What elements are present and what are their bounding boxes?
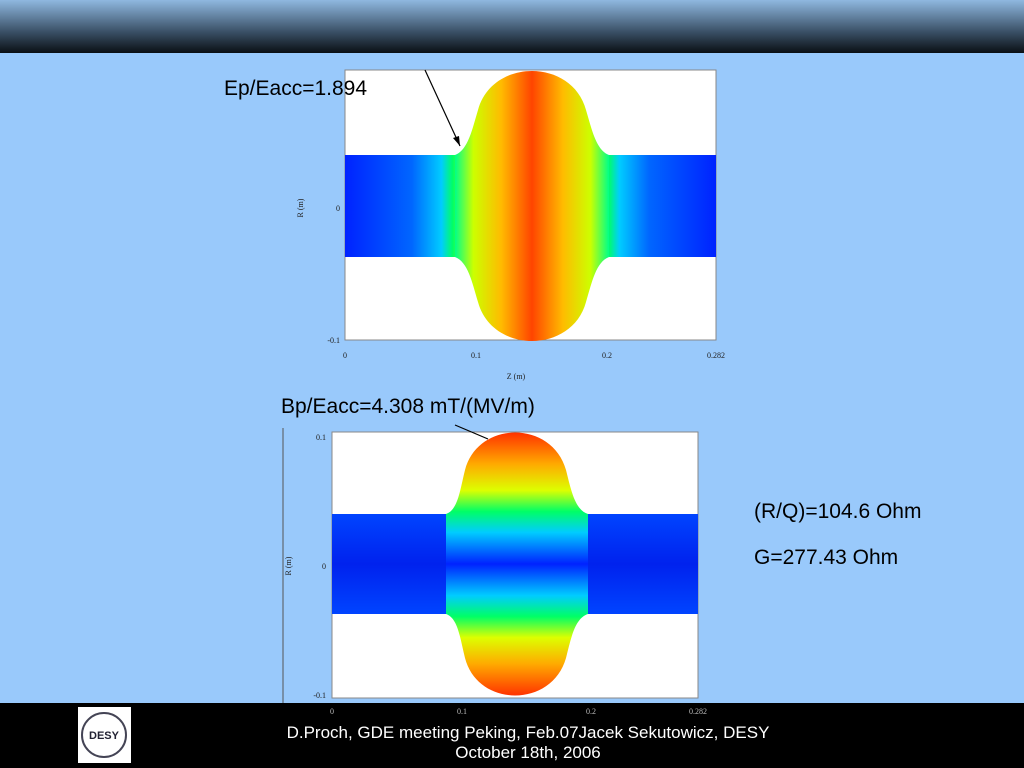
x-tick-label: 0	[330, 707, 334, 716]
arrow	[424, 69, 461, 147]
x-tick-label: 0.282	[707, 351, 725, 360]
y-tick-label: -0.1	[327, 336, 340, 345]
annotation: (R/Q)=104.6 Ohm	[754, 500, 921, 523]
footer-text: D.Proch, GDE meeting Peking, Feb.07Jacek…	[287, 723, 770, 742]
annotation: Ep/Eacc=1.894	[224, 77, 367, 100]
logo-ring	[81, 712, 127, 758]
x-tick-label: 0.1	[471, 351, 481, 360]
y-axis-label: R (m)	[284, 556, 293, 575]
x-tick-label: 0.282	[689, 707, 707, 716]
logo	[78, 707, 131, 763]
logo-text: DESY	[89, 730, 120, 742]
x-tick-label: 0.2	[602, 351, 612, 360]
footer-text: October 18th, 2006	[455, 743, 601, 762]
y-tick-label: 0	[336, 204, 340, 213]
y-tick-label: -0.1	[313, 691, 326, 700]
x-axis-label: Z (m)	[507, 372, 526, 381]
field-cell	[446, 432, 588, 696]
y-tick-label: 0.1	[316, 433, 326, 442]
plot2-x-ticks: 0 0.1 0.2 0.282	[330, 707, 707, 716]
field-cell	[455, 71, 609, 341]
arrowhead	[453, 136, 460, 146]
header-bar	[0, 0, 1024, 53]
y-tick-label: 0	[322, 562, 326, 571]
arrow	[454, 424, 489, 440]
x-tick-label: 0.1	[457, 707, 467, 716]
y-axis-label: R (m)	[296, 198, 305, 217]
x-tick-label: 0.2	[586, 707, 596, 716]
footer-bar	[0, 703, 1024, 768]
x-tick-label: 0	[343, 351, 347, 360]
annotation: Bp/Eacc=4.308 mT/(MV/m)	[281, 395, 535, 418]
annotation: G=277.43 Ohm	[754, 546, 898, 569]
